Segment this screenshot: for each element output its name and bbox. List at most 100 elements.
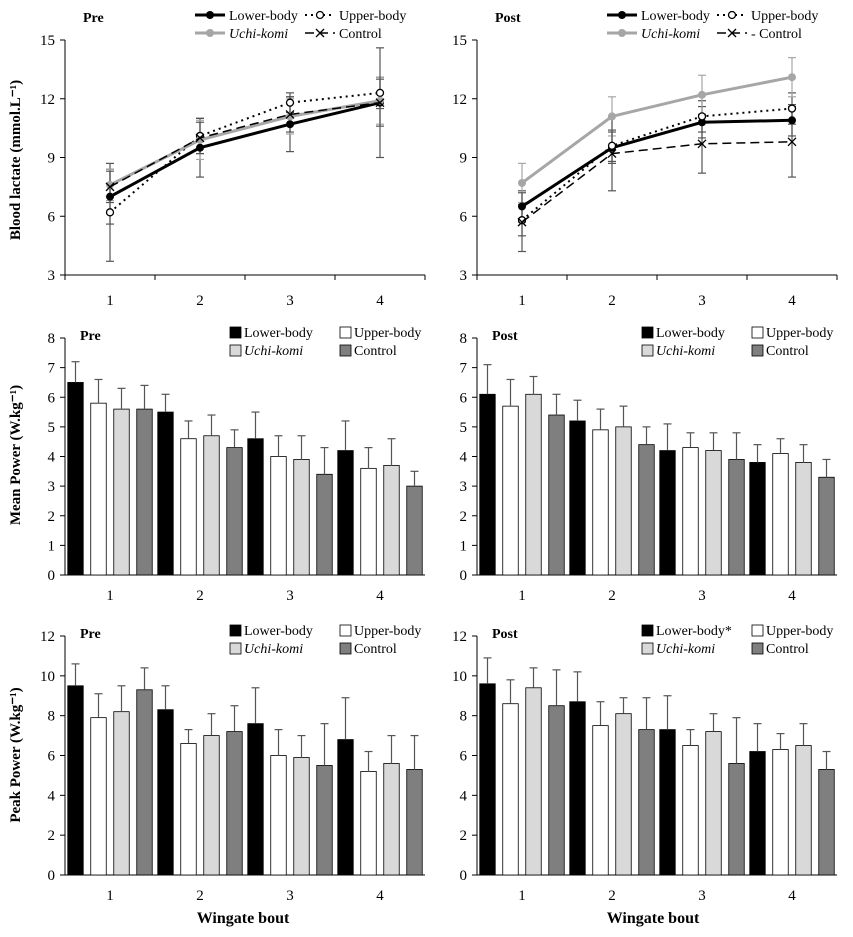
- mean-pre-ytick-label: 4: [48, 450, 56, 466]
- mean-pre-bar-lower-body: [67, 382, 84, 576]
- mean-post-xtick-label: 1: [518, 588, 526, 604]
- lactate-post-ytick-label: 12: [452, 92, 467, 108]
- peak-post-bar-upper-body: [592, 725, 609, 876]
- lactate-post-legend-label: Upper-body: [751, 9, 818, 24]
- lactate-post-legend-marker-stroke: [727, 28, 737, 38]
- peak-pre-bar-upper-body: [360, 771, 377, 876]
- lactate-post-ytick-label: 3: [460, 268, 468, 284]
- mean-post-ytick-label: 5: [460, 420, 468, 436]
- mean-pre-legend-label: Control: [354, 344, 397, 359]
- peak-pre-bar-control: [226, 731, 243, 876]
- mean-post-bar-uchi-komi: [525, 393, 542, 576]
- mean-pre-bar-upper-body: [360, 467, 377, 576]
- peak-post-xtick-label: 1: [518, 888, 526, 904]
- peak-post-bar-control: [638, 729, 655, 876]
- peak-pre-legend-label: Upper-body: [354, 624, 421, 639]
- peak-post-bar-lower-body: [479, 683, 496, 876]
- peak-post-ytick-label: 12: [452, 629, 467, 645]
- peak-power-y-label: Peak Power (W.kg⁻¹): [8, 687, 24, 822]
- mean-pre-xtick-label: 3: [286, 588, 294, 604]
- peak-pre-xtick-label: 3: [286, 888, 294, 904]
- peak-post-legend-swatch: [751, 642, 764, 655]
- peak-pre-legend-swatch: [339, 642, 352, 655]
- lactate-post-point: [517, 217, 527, 227]
- peak-post-bar-lower-body: [659, 729, 676, 876]
- peak-pre-bar-control: [406, 769, 423, 876]
- lactate-pre-point-stroke: [105, 182, 115, 192]
- mean-pre-ytick-label: 3: [48, 479, 56, 495]
- lactate-pre-series-control: [109, 101, 381, 188]
- mean-post-ytick-label: 4: [460, 450, 468, 466]
- mean-post-legend-swatch: [751, 344, 764, 357]
- peak-post-xtick-label: 3: [698, 888, 706, 904]
- lactate-pre-legend-label: Upper-body: [339, 9, 406, 24]
- lactate-post-ytick-label: 15: [452, 33, 467, 49]
- lactate-post-series-lower-body: [521, 118, 793, 208]
- peak-pre-legend-swatch: [229, 642, 242, 655]
- lactate-post-point: [518, 202, 526, 211]
- peak-post-ytick-label: 4: [460, 788, 468, 804]
- peak-pre-bar-lower-body: [247, 723, 264, 876]
- peak-post-bar-upper-body: [772, 749, 789, 876]
- lactate-pre-point: [195, 133, 205, 143]
- lactate-pre-point: [285, 109, 295, 119]
- lactate-post-point: [788, 116, 796, 125]
- lactate-post-legend-marker: [727, 10, 737, 20]
- peak-pre-bar-uchi-komi: [383, 763, 400, 876]
- lactate-post-point: [697, 112, 707, 121]
- lactate-pre-ytick-label: 3: [48, 268, 56, 284]
- lactate-post-series-uchi-komi: [521, 75, 793, 185]
- lactate-post-xtick-label: 4: [788, 293, 796, 309]
- mean-post-xtick-label: 4: [788, 588, 796, 604]
- mean-pre-bar-lower-body: [247, 438, 264, 576]
- mean-post-bar-uchi-komi: [615, 426, 632, 576]
- peak-pre-bar-lower-body: [157, 709, 174, 876]
- mean-pre-legend-label: Upper-body: [354, 326, 421, 341]
- mean-post-ytick-label: 2: [460, 509, 468, 525]
- peak-post-bar-upper-body: [682, 745, 699, 876]
- mean-post-bar-upper-body: [592, 429, 609, 576]
- lactate-post-point: [698, 118, 706, 127]
- peak-post-legend-label: Lower-body*: [656, 624, 732, 639]
- peak-post-xtick-label: 2: [608, 888, 616, 904]
- lactate-pre-legend-marker: [206, 29, 214, 37]
- peak-post-legend-swatch: [751, 624, 764, 637]
- lactate-pre-ytick-label: 15: [40, 33, 55, 49]
- mean-post-legend-label: Upper-body: [766, 326, 833, 341]
- peak-post-bar-uchi-komi: [525, 687, 542, 876]
- peak-pre-bar-control: [136, 689, 153, 876]
- mean-post-bar-control: [728, 459, 745, 576]
- lactate-pre-series-lower-body: [109, 101, 381, 198]
- lactate-post-point: [788, 73, 796, 82]
- lactate-pre-legend-marker: [206, 11, 214, 19]
- lactate-post-point: [697, 139, 707, 149]
- lactate-pre-xtick-label: 2: [196, 293, 204, 309]
- mean-post-ytick-label: 3: [460, 479, 468, 495]
- lactate-post-legend-marker: [727, 28, 737, 38]
- lactate-pre-legend-label: Control: [339, 27, 382, 42]
- mean-post-bar-lower-body: [479, 393, 496, 576]
- peak-pre-legend-swatch: [339, 624, 352, 637]
- peak-pre-ytick-label: 4: [48, 788, 56, 804]
- lactate-pre-point: [286, 120, 294, 129]
- peak-post-legend-label: Upper-body: [766, 624, 833, 639]
- mean-pre-bar-upper-body: [180, 438, 197, 576]
- peak-pre-bar-upper-body: [90, 717, 107, 876]
- lactate-post-legend-label: Uchi-komi: [641, 27, 700, 42]
- mean-post-bar-uchi-komi: [795, 462, 812, 576]
- lactate-pre-legend-marker: [315, 10, 325, 20]
- peak-pre-xtick-label: 4: [376, 888, 384, 904]
- peak-pre-bar-uchi-komi: [203, 735, 220, 876]
- mean-pre-bar-upper-body: [90, 402, 107, 576]
- peak-pre-ytick-label: 10: [40, 669, 55, 685]
- peak-post-bar-lower-body: [569, 701, 586, 876]
- peak-pre-ytick-label: 2: [48, 828, 56, 844]
- peak-pre-legend-label: Control: [354, 642, 397, 657]
- mean-pre-bar-uchi-komi: [293, 459, 310, 576]
- lactate-post-point: [607, 149, 617, 159]
- mean-post-bar-lower-body: [659, 450, 676, 576]
- lactate-post-xtick-label: 3: [698, 293, 706, 309]
- peak-pre-ytick-label: 8: [48, 709, 56, 725]
- mean-pre-ytick-label: 6: [48, 390, 56, 406]
